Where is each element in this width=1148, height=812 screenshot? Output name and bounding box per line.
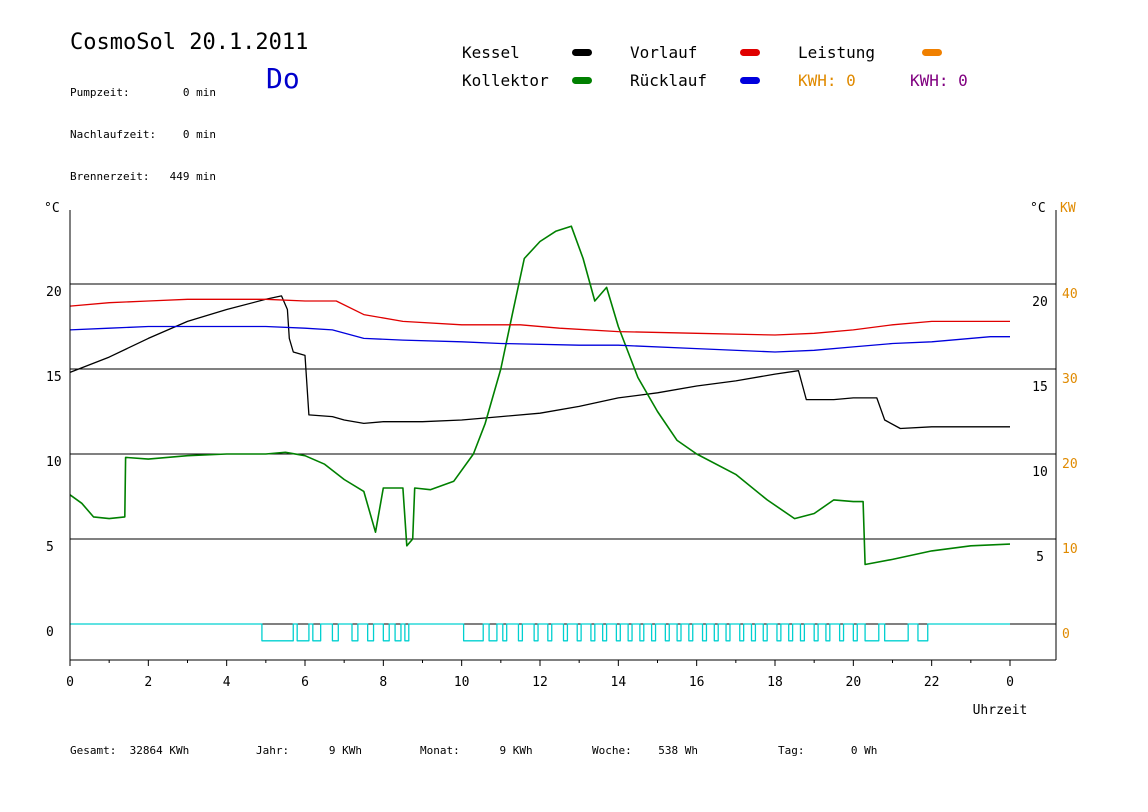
legend-kwh-orange: KWH: 0: [798, 71, 856, 90]
legend-kwh-purple: KWH: 0: [910, 71, 968, 90]
left-tick-0: 0: [46, 625, 54, 640]
x-tick-10: 20: [846, 675, 862, 690]
left-tick-5: 5: [46, 540, 54, 555]
right-tick-c-20: 20: [1032, 295, 1048, 310]
left-tick-20: 20: [46, 285, 62, 300]
legend-kessel-swatch: [572, 49, 592, 56]
legend-vorlauf-swatch: [740, 49, 760, 56]
stat-pumpzeit: Pumpzeit: 0 min: [70, 86, 216, 99]
right-axis-unit-c: °C: [1030, 201, 1046, 216]
x-tick-9: 18: [767, 675, 783, 690]
legend-leistung-label: Leistung: [798, 43, 876, 62]
left-tick-15: 15: [46, 370, 62, 385]
series-line-1: [69, 225, 1011, 566]
stat-nachlaufzeit: Nachlaufzeit: 0 min: [70, 128, 216, 141]
x-tick-4: 8: [379, 675, 387, 690]
right-tick-kw-10: 10: [1062, 542, 1078, 557]
right-tick-c-10: 10: [1032, 465, 1048, 480]
right-axis-unit-kw: KW: [1060, 201, 1076, 216]
series-line-2: [69, 298, 1010, 336]
footer-monat: Monat: 9 KWh: [420, 744, 533, 757]
axes: °C °C KW 0 5 10 15 20 5 10 15 20 0 10 20 30 40 0 2 4 6 8 10 12 1…: [44, 201, 1078, 718]
legend-kessel-label: Kessel: [462, 43, 520, 62]
x-tick-0: 0: [66, 675, 74, 690]
stat-brennerzeit: Brennerzeit: 449 min: [70, 170, 216, 183]
x-tick-12: 0: [1006, 675, 1014, 690]
legend-vorlauf-label: Vorlauf: [630, 43, 698, 62]
legend-ruecklauf-label: Rücklauf: [630, 71, 708, 90]
footer-jahr: Jahr: 9 KWh: [256, 744, 362, 757]
right-tick-c-5: 5: [1036, 550, 1044, 565]
stats-block: Pumpzeit: 0 min Nachlaufzeit: 0 min Brenne…: [70, 58, 216, 198]
legend-ruecklauf-swatch: [740, 77, 760, 84]
footer-woche: Woche: 538 Wh: [592, 744, 698, 757]
legend-leistung-swatch: [922, 49, 942, 56]
footer-gesamt: Gesamt: 32864 KWh: [70, 744, 190, 757]
x-tick-8: 16: [689, 675, 705, 690]
right-tick-c-15: 15: [1032, 380, 1048, 395]
series-layer: [69, 225, 1011, 642]
x-tick-11: 22: [924, 675, 940, 690]
x-tick-3: 6: [301, 675, 309, 690]
chart-title: CosmoSol 20.1.2011: [70, 30, 309, 55]
x-tick-5: 10: [454, 675, 470, 690]
series-line-3: [69, 325, 1010, 353]
x-tick-6: 12: [532, 675, 548, 690]
right-tick-kw-30: 30: [1062, 372, 1078, 387]
left-axis-unit: °C: [44, 201, 60, 216]
right-tick-kw-40: 40: [1062, 287, 1078, 302]
x-tick-7: 14: [611, 675, 627, 690]
x-axis-label: Uhrzeit: [973, 703, 1028, 718]
right-tick-kw-0: 0: [1062, 627, 1070, 642]
left-tick-10: 10: [46, 455, 62, 470]
legend-kollektor-swatch: [572, 77, 592, 84]
right-tick-kw-20: 20: [1062, 457, 1078, 472]
legend-kollektor-label: Kollektor: [462, 71, 549, 90]
series-line-4: [70, 623, 1010, 642]
footer-tag: Tag: 0 Wh: [778, 744, 878, 757]
series-line-0: [69, 295, 1010, 430]
x-tick-2: 4: [223, 675, 231, 690]
weekday-label: Do: [266, 62, 300, 95]
x-tick-1: 2: [144, 675, 152, 690]
